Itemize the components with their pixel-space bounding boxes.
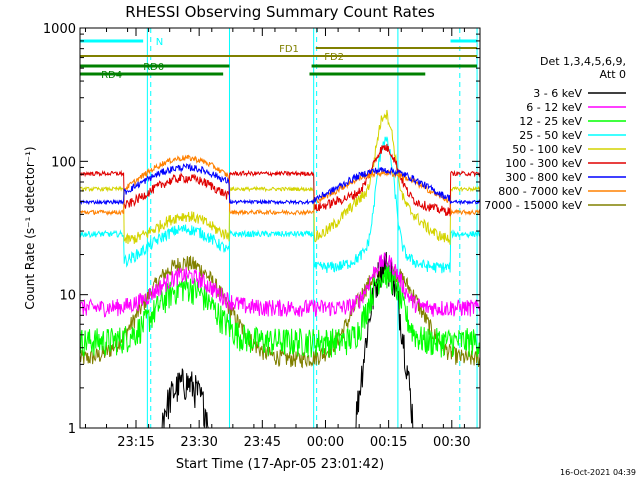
legend-label: 25 - 50 keV: [519, 129, 582, 142]
series-line-1: [79, 252, 481, 318]
y-axis-label: Count Rate (s⁻¹ detector⁻¹): [23, 146, 37, 309]
chart-title: RHESSI Observing Summary Count Rates: [125, 3, 435, 21]
legend-label: 800 - 7000 keV: [498, 185, 582, 198]
x-axis-label: Start Time (17-Apr-05 23:01:42): [176, 457, 384, 472]
legend-label: 3 - 6 keV: [533, 87, 582, 100]
legend-label: 300 - 800 keV: [505, 171, 582, 184]
flag-label-n: N: [156, 37, 163, 48]
x-tick-label: 23:15: [117, 435, 154, 450]
series-line-2: [79, 261, 481, 358]
flag-label-rd0: RD0: [143, 62, 164, 73]
legend-label: 6 - 12 keV: [526, 101, 582, 114]
flag-label-rd4: RD4: [101, 70, 122, 81]
x-tick-label: 23:45: [244, 435, 281, 450]
y-tick-label: 10: [59, 289, 76, 304]
x-tick-label: 00:30: [433, 435, 470, 450]
legend-label: 12 - 25 keV: [519, 115, 582, 128]
series-line-6: [79, 163, 481, 206]
series-line-8: [79, 255, 481, 369]
y-tick-label: 100: [51, 155, 76, 170]
flag-layer: N FD1 FD2 RD0 RD4: [80, 37, 478, 81]
y-tick-label: 1: [68, 422, 76, 437]
night-band-layer: [79, 28, 478, 428]
x-tick-label: 00:15: [370, 435, 407, 450]
plot-frame: [79, 27, 481, 429]
axes-layer: 1 10 100 1000 23:15 23:30 23:45 00:00 00:15 00:30: [43, 22, 480, 450]
legend-header-1: Det 1,3,4,5,6,9,: [540, 55, 626, 68]
y-tick-label: 1000: [43, 22, 76, 37]
series-line-5: [79, 143, 481, 217]
x-tick-label: 23:30: [180, 435, 217, 450]
series-line-4: [79, 109, 481, 245]
legend-label: 100 - 300 keV: [505, 157, 582, 170]
x-tick-label: 00:00: [307, 435, 344, 450]
footer-date: 16-Oct-2021 04:39: [560, 468, 636, 477]
flag-label-fd2: FD2: [324, 52, 344, 63]
legend-header-2: Att 0: [600, 68, 626, 81]
legend-label: 7000 - 15000 keV: [484, 199, 582, 212]
legend-label: 50 - 100 keV: [512, 143, 582, 156]
series-layer: [79, 109, 481, 429]
series-line-7: [79, 154, 481, 216]
series-line-3: [79, 136, 481, 274]
flag-label-fd1: FD1: [279, 44, 299, 55]
